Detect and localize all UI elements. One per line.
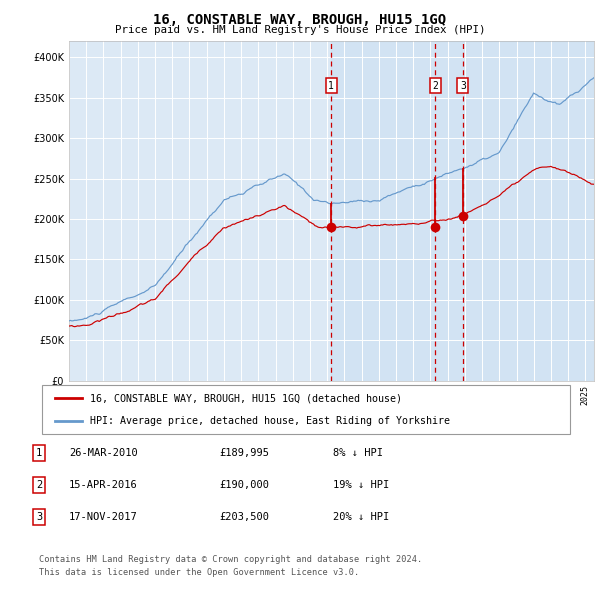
Text: 1: 1 (36, 448, 42, 458)
Text: HPI: Average price, detached house, East Riding of Yorkshire: HPI: Average price, detached house, East… (89, 415, 449, 425)
Text: Contains HM Land Registry data © Crown copyright and database right 2024.: Contains HM Land Registry data © Crown c… (39, 555, 422, 564)
Text: 1: 1 (328, 81, 334, 91)
Text: 17-NOV-2017: 17-NOV-2017 (69, 512, 138, 522)
Text: Price paid vs. HM Land Registry's House Price Index (HPI): Price paid vs. HM Land Registry's House … (115, 25, 485, 35)
Text: 8% ↓ HPI: 8% ↓ HPI (333, 448, 383, 458)
Text: 3: 3 (460, 81, 466, 91)
Text: 16, CONSTABLE WAY, BROUGH, HU15 1GQ: 16, CONSTABLE WAY, BROUGH, HU15 1GQ (154, 13, 446, 27)
FancyBboxPatch shape (42, 385, 570, 434)
Text: 2: 2 (433, 81, 439, 91)
Text: 20% ↓ HPI: 20% ↓ HPI (333, 512, 389, 522)
Text: £203,500: £203,500 (219, 512, 269, 522)
Text: £190,000: £190,000 (219, 480, 269, 490)
Bar (331, 41, 594, 381)
Text: This data is licensed under the Open Government Licence v3.0.: This data is licensed under the Open Gov… (39, 568, 359, 577)
Text: £189,995: £189,995 (219, 448, 269, 458)
Text: 3: 3 (36, 512, 42, 522)
Text: 26-MAR-2010: 26-MAR-2010 (69, 448, 138, 458)
Text: 19% ↓ HPI: 19% ↓ HPI (333, 480, 389, 490)
Text: 15-APR-2016: 15-APR-2016 (69, 480, 138, 490)
Text: 2: 2 (36, 480, 42, 490)
Text: 16, CONSTABLE WAY, BROUGH, HU15 1GQ (detached house): 16, CONSTABLE WAY, BROUGH, HU15 1GQ (det… (89, 394, 401, 404)
